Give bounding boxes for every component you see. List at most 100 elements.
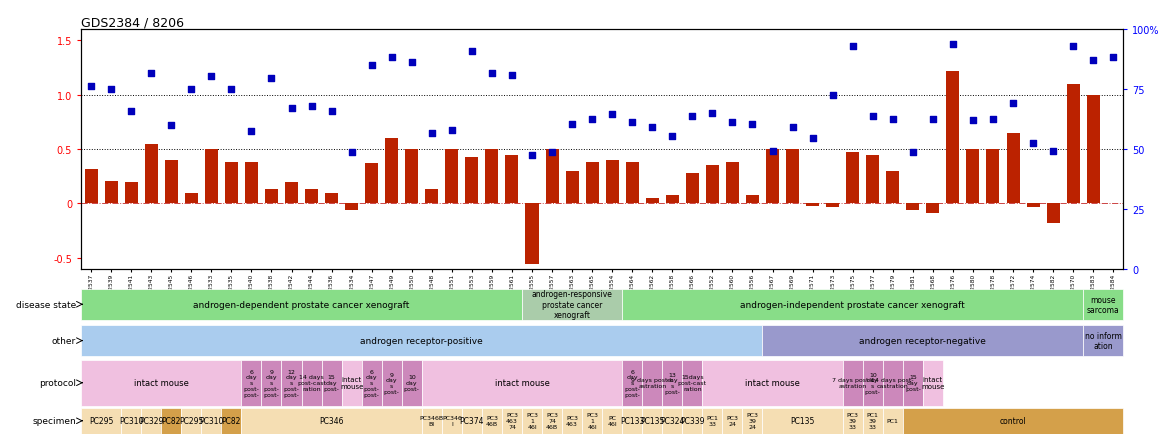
FancyBboxPatch shape xyxy=(462,408,482,434)
Bar xyxy=(586,163,599,204)
Point xyxy=(823,92,842,99)
Bar xyxy=(686,174,699,204)
Text: PC310: PC310 xyxy=(119,416,144,425)
FancyBboxPatch shape xyxy=(382,360,402,406)
Point xyxy=(162,122,181,129)
FancyBboxPatch shape xyxy=(501,408,522,434)
Text: 15
day
post-: 15 day post- xyxy=(323,375,339,391)
Point xyxy=(703,110,721,117)
FancyBboxPatch shape xyxy=(221,408,241,434)
Text: PC3
1
46l: PC3 1 46l xyxy=(526,413,538,429)
Bar xyxy=(565,171,579,204)
Bar xyxy=(765,150,779,204)
Point xyxy=(483,70,501,77)
Bar xyxy=(866,155,879,204)
FancyBboxPatch shape xyxy=(542,408,562,434)
Bar xyxy=(1086,95,1100,204)
Point xyxy=(102,87,120,94)
Bar xyxy=(104,181,118,204)
Point xyxy=(442,127,461,134)
Bar xyxy=(967,150,980,204)
Point xyxy=(302,103,321,110)
Text: protocol: protocol xyxy=(39,378,76,388)
Bar xyxy=(806,204,819,206)
Text: androgen-independent prostate cancer xenograft: androgen-independent prostate cancer xen… xyxy=(740,300,965,309)
FancyBboxPatch shape xyxy=(122,408,141,434)
FancyBboxPatch shape xyxy=(81,408,122,434)
Bar xyxy=(485,150,498,204)
Point xyxy=(362,63,381,70)
FancyBboxPatch shape xyxy=(322,360,342,406)
FancyBboxPatch shape xyxy=(361,360,382,406)
Point xyxy=(522,152,541,159)
FancyBboxPatch shape xyxy=(622,408,643,434)
Text: PC295: PC295 xyxy=(89,416,113,425)
Text: control: control xyxy=(999,416,1026,425)
Text: intact mouse: intact mouse xyxy=(134,378,189,388)
FancyBboxPatch shape xyxy=(643,408,662,434)
Point xyxy=(423,130,441,137)
Text: PC3
74
46B: PC3 74 46B xyxy=(545,413,558,429)
Point xyxy=(804,135,822,142)
FancyBboxPatch shape xyxy=(262,360,281,406)
FancyBboxPatch shape xyxy=(201,408,221,434)
Bar xyxy=(926,204,939,214)
FancyBboxPatch shape xyxy=(723,408,742,434)
Text: GDS2384 / 8206: GDS2384 / 8206 xyxy=(81,16,184,29)
Text: 6
day
s
post-
post-: 6 day s post- post- xyxy=(624,369,640,397)
Point xyxy=(122,108,140,115)
Text: 13
day
s
post-: 13 day s post- xyxy=(665,372,680,394)
Bar xyxy=(786,150,799,204)
Point xyxy=(783,125,801,132)
Point xyxy=(723,119,742,126)
Text: 15days
post-cast
ration: 15days post-cast ration xyxy=(677,375,706,391)
FancyBboxPatch shape xyxy=(863,408,882,434)
Bar xyxy=(646,199,659,204)
FancyBboxPatch shape xyxy=(422,360,622,406)
Bar xyxy=(85,169,97,204)
FancyBboxPatch shape xyxy=(1083,289,1123,320)
Text: PC1
39
33: PC1 39 33 xyxy=(867,413,879,429)
Text: PC
46l: PC 46l xyxy=(607,415,617,426)
Bar xyxy=(205,150,218,204)
FancyBboxPatch shape xyxy=(422,408,442,434)
Point xyxy=(1064,43,1083,50)
Point xyxy=(903,149,922,156)
Point xyxy=(884,116,902,123)
Text: 6
day
s
post-
post-: 6 day s post- post- xyxy=(243,369,259,397)
FancyBboxPatch shape xyxy=(923,360,943,406)
Point xyxy=(944,41,962,48)
Bar xyxy=(446,150,459,204)
Point xyxy=(503,72,521,79)
Bar xyxy=(1026,204,1040,207)
Text: PC346
I: PC346 I xyxy=(442,415,462,426)
Bar xyxy=(746,195,758,204)
Text: PC329: PC329 xyxy=(139,416,163,425)
Text: PC133: PC133 xyxy=(620,416,644,425)
Bar xyxy=(466,158,478,204)
Bar xyxy=(666,195,679,204)
Text: PC3
1
46l: PC3 1 46l xyxy=(586,413,599,429)
FancyBboxPatch shape xyxy=(482,408,501,434)
Point xyxy=(763,148,782,155)
Text: PC295: PC295 xyxy=(179,416,204,425)
Bar xyxy=(325,193,338,204)
Text: androgen receptor-positive: androgen receptor-positive xyxy=(360,336,483,345)
FancyBboxPatch shape xyxy=(522,408,542,434)
Text: 12
day
s
post-
post-: 12 day s post- post- xyxy=(284,369,300,397)
Point xyxy=(201,74,220,81)
Point xyxy=(743,121,762,128)
Point xyxy=(382,54,401,61)
Text: PC310: PC310 xyxy=(199,416,223,425)
Point xyxy=(1104,54,1122,61)
Bar xyxy=(125,182,138,204)
Text: PC3
24: PC3 24 xyxy=(726,415,739,426)
Text: PC324: PC324 xyxy=(660,416,684,425)
Bar xyxy=(405,150,418,204)
FancyBboxPatch shape xyxy=(582,408,602,434)
Bar xyxy=(244,163,258,204)
Bar xyxy=(365,164,379,204)
FancyBboxPatch shape xyxy=(903,408,1123,434)
Point xyxy=(543,149,562,156)
Point xyxy=(1084,57,1102,64)
